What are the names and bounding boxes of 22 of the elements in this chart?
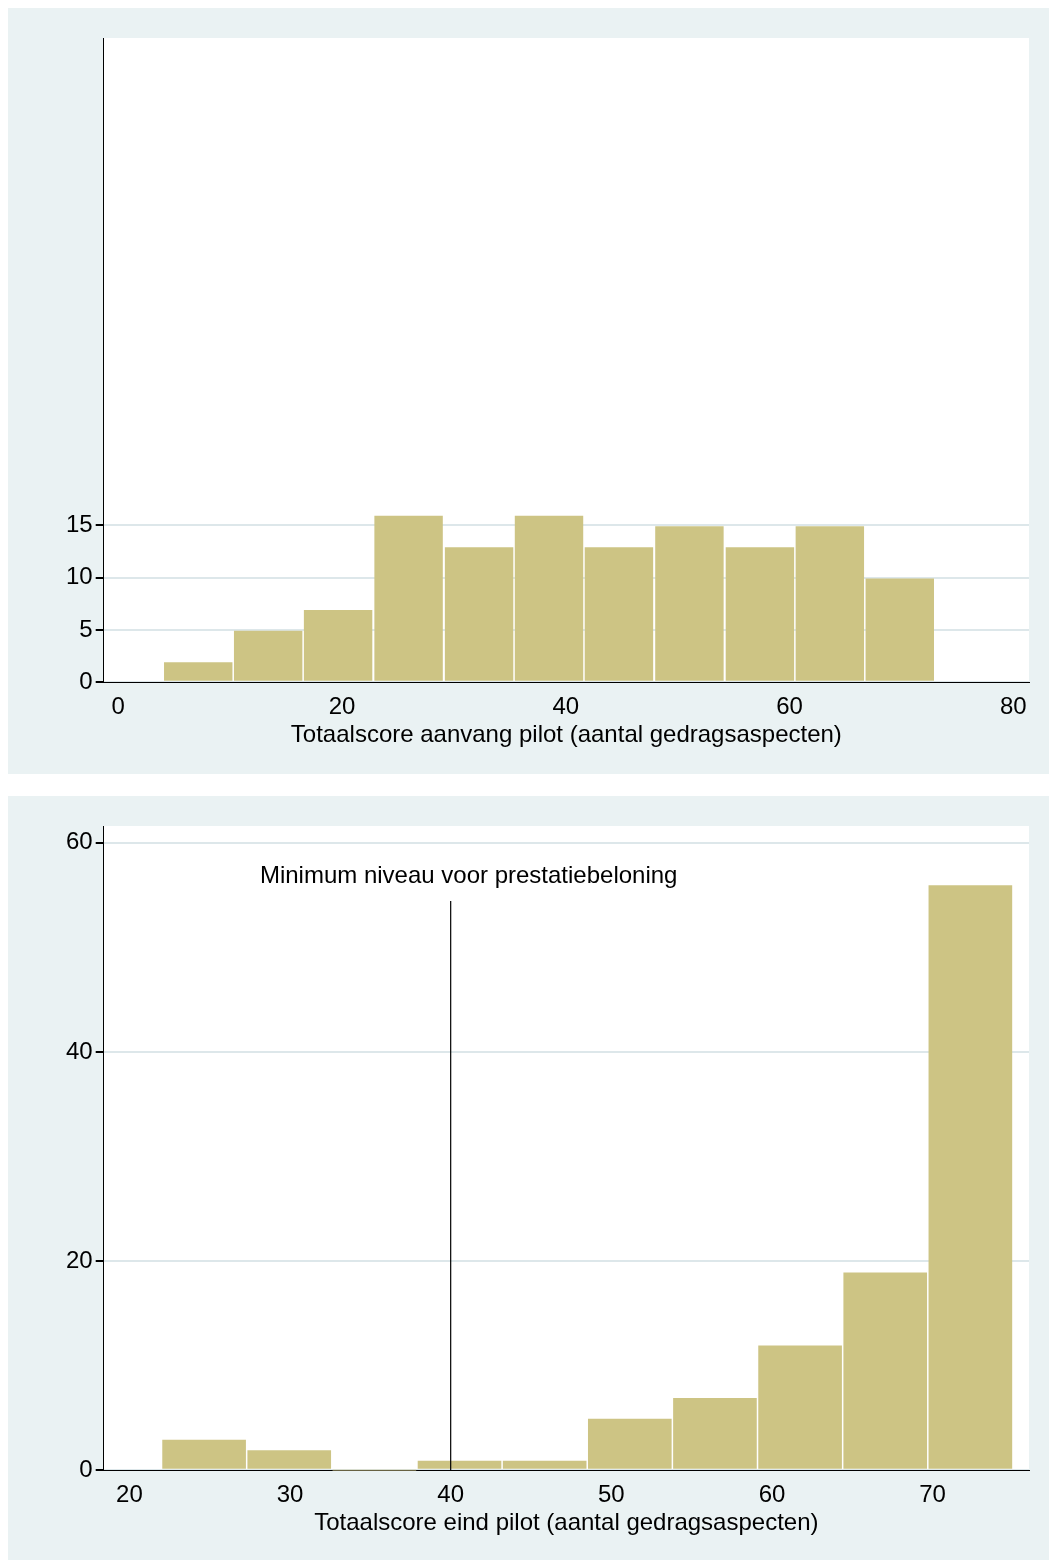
y-tick-label: 5 xyxy=(79,614,93,642)
y-tick-label: 60 xyxy=(65,827,93,855)
x-tick-label: 20 xyxy=(328,692,356,720)
x-axis-title: Totaalscore eind pilot (aantal gedragsaspecten) xyxy=(314,1508,819,1536)
ref-line-label: Minimum niveau voor prestatiebeloning xyxy=(259,860,678,888)
x-tick-label: 80 xyxy=(999,692,1027,720)
x-tick-label: 50 xyxy=(597,1480,625,1508)
x-tick-label: 30 xyxy=(276,1480,304,1508)
x-tick-label: 40 xyxy=(437,1480,465,1508)
x-tick-label: 60 xyxy=(758,1480,786,1508)
x-tick-label: 40 xyxy=(552,692,580,720)
y-tick-label: 10 xyxy=(65,562,93,590)
x-axis-title: Totaalscore aanvang pilot (aantal gedragsaspecten) xyxy=(290,720,842,748)
y-tick-label: 0 xyxy=(79,667,93,695)
y-tick-label: 0 xyxy=(79,1455,93,1483)
x-tick-label: 70 xyxy=(919,1480,946,1508)
x-tick-label: 0 xyxy=(111,692,125,720)
y-tick-label: 20 xyxy=(65,1245,93,1273)
y-tick-label: 15 xyxy=(65,510,93,538)
y-tick-label: 40 xyxy=(65,1036,93,1064)
x-tick-label: 60 xyxy=(776,692,803,720)
x-tick-label: 20 xyxy=(116,1480,143,1508)
